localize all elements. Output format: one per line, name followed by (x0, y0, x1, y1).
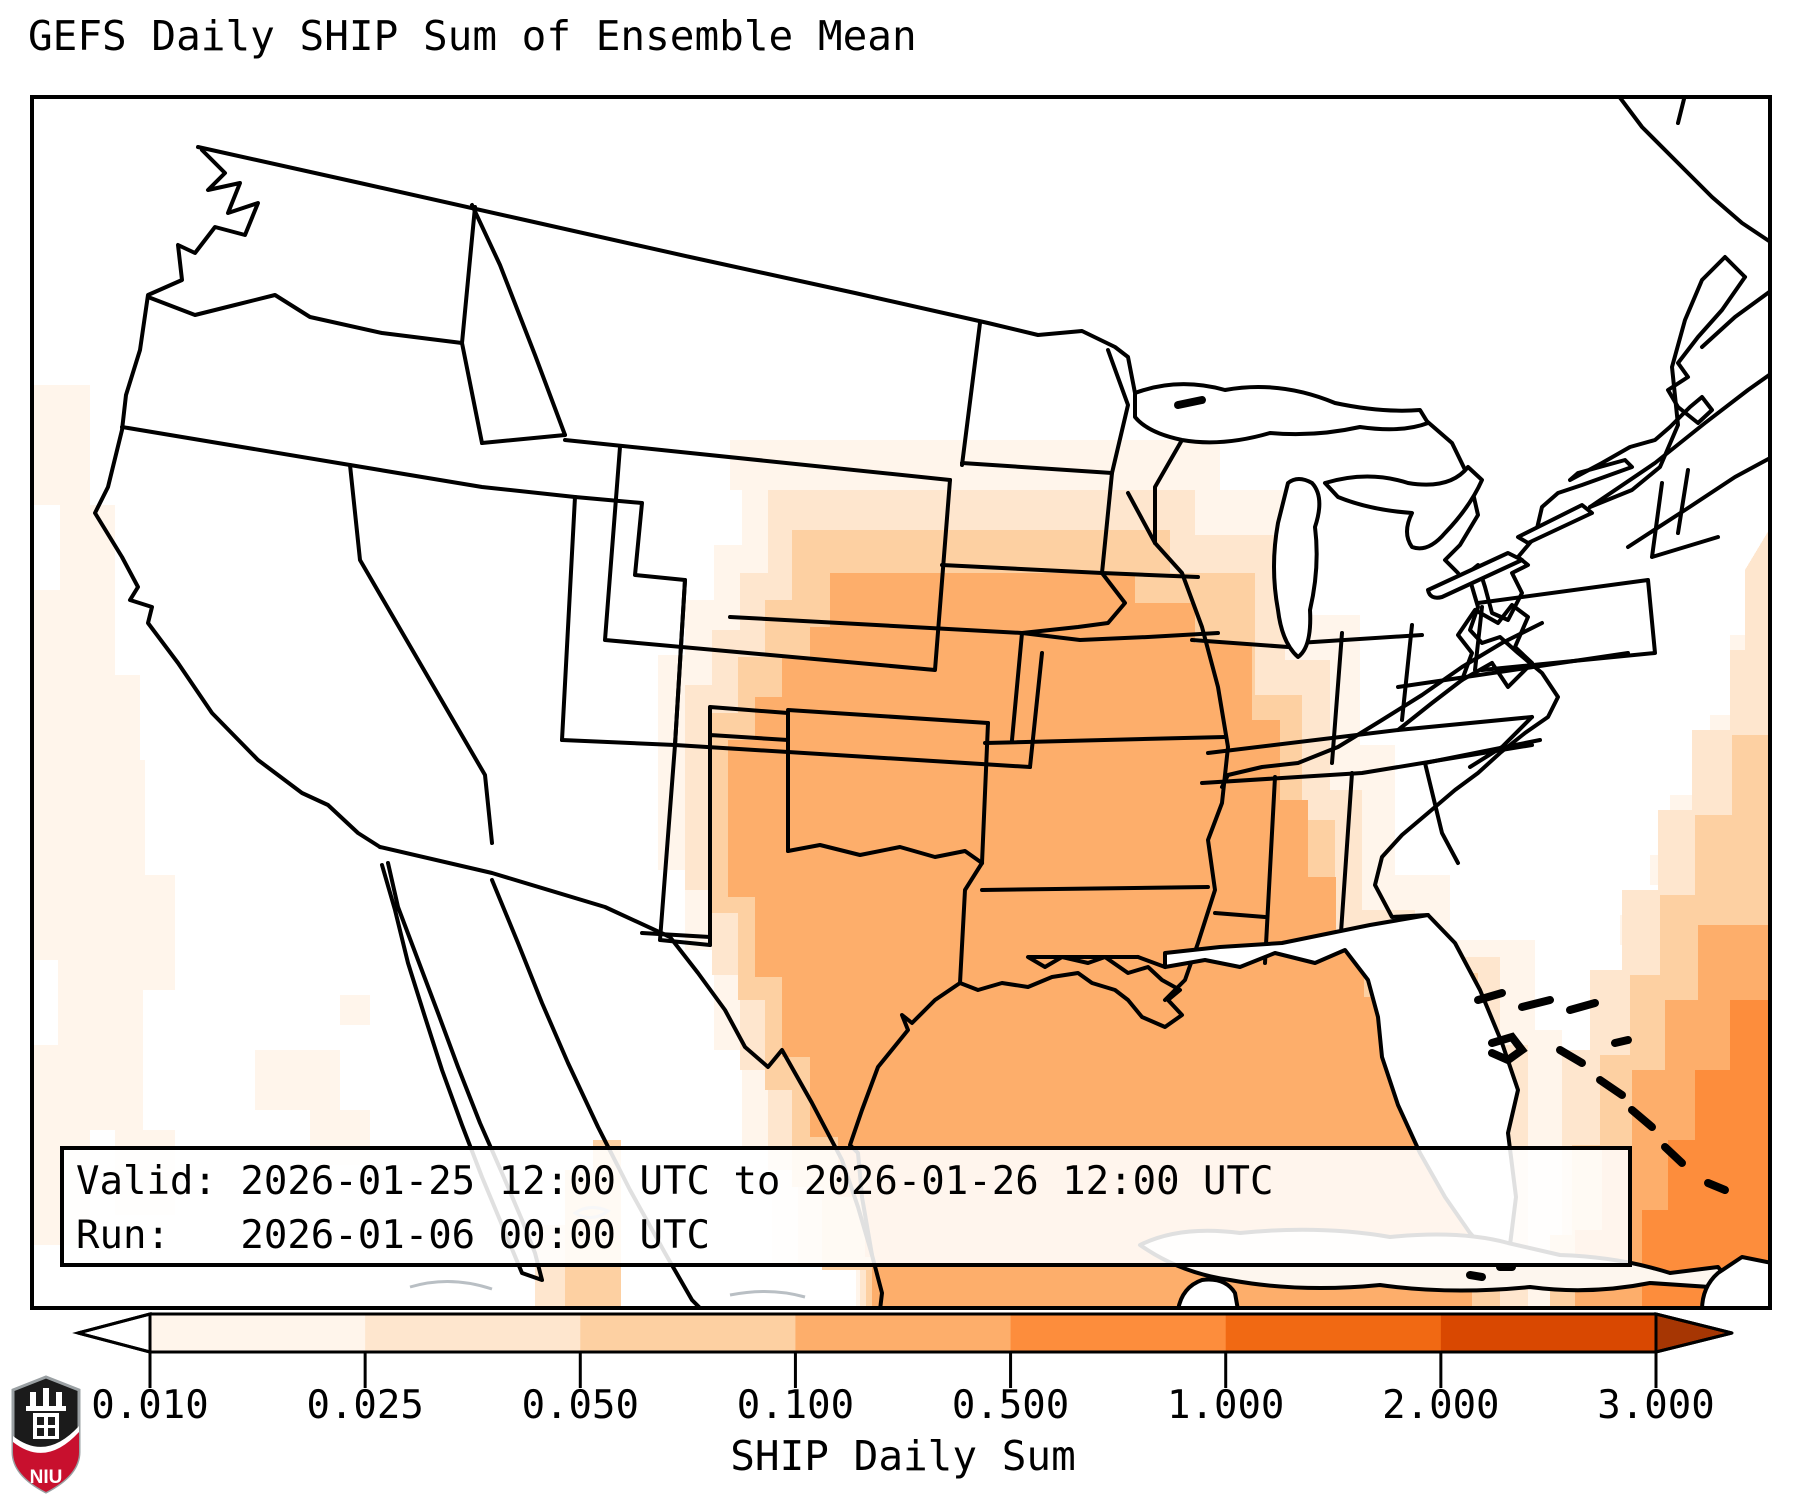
canada-border (196, 145, 1137, 395)
st-lawrence (1588, 371, 1772, 509)
map-outlines (93, 95, 1772, 1310)
pa-box (1476, 578, 1657, 672)
colorbar-under-arrow (72, 1312, 152, 1354)
id-mt-border (470, 203, 567, 437)
lake-erie (1426, 551, 1524, 600)
ky-va-wv (1396, 661, 1494, 732)
ut-borders (560, 495, 687, 747)
lake-ontario (1516, 503, 1594, 545)
colorbar-segment (795, 1314, 1012, 1352)
ca-nv-border (348, 463, 494, 845)
wv-blob (1456, 603, 1534, 689)
yucatan-tip (1176, 1277, 1240, 1310)
gulf-coast (848, 955, 1184, 1257)
info-box: Valid: 2026-01-25 12:00 UTC to 2026-01-2… (60, 1146, 1632, 1267)
mt-wy-border (563, 438, 952, 482)
red-river-tx-ok (786, 843, 984, 865)
ia-mo-border (1020, 631, 1220, 642)
id-south (480, 433, 567, 445)
conus-map (30, 95, 1772, 1310)
lake-huron (1323, 465, 1484, 551)
mexico-gulf-coast (870, 1253, 884, 1310)
niu-castle-icon (26, 1388, 66, 1439)
maine-canada-border (1588, 255, 1747, 509)
colorbar-segment (1010, 1314, 1227, 1352)
mt-nd-border (960, 321, 982, 467)
nd-sd-border (960, 461, 1114, 475)
colorbar-segment (150, 1314, 366, 1352)
colorbar-segment (1440, 1314, 1657, 1352)
ne-east-missouri-river (1020, 571, 1127, 635)
page-title: GEFS Daily SHIP Sum of Ensemble Mean (28, 12, 917, 60)
ut-az-co-nm (673, 578, 1032, 769)
niu-logo-text: NIU (30, 1467, 63, 1488)
ny-pa-vt (1650, 468, 1720, 559)
il-in-border (1330, 631, 1344, 765)
niu-logo: NIU (11, 1375, 81, 1494)
red-river-north (1106, 348, 1130, 475)
co-ks-border (1028, 651, 1044, 769)
lake-superior (1133, 382, 1430, 445)
ok-ar-border (980, 721, 990, 865)
ga-al-border (1338, 771, 1354, 949)
colorbar-segment (365, 1314, 581, 1352)
az-nm-border (658, 743, 712, 947)
pacific-coast (93, 148, 382, 849)
colorbar-segments (150, 1314, 1657, 1352)
colorbar-segment (580, 1314, 797, 1352)
nc-sc-border (1423, 738, 1542, 765)
wa-id-border (460, 205, 477, 345)
niu-red-base (13, 1432, 79, 1492)
ne-ks-40n (728, 615, 1024, 635)
al-ms-border (1263, 775, 1277, 965)
map-panel: Valid: 2026-01-25 12:00 UTC to 2026-01-2… (30, 95, 1772, 1310)
mo-ar-border (983, 735, 1227, 745)
or-id-border (460, 341, 484, 445)
fill-level-0500 (1642, 1000, 1772, 1310)
ship-fill-field (30, 385, 1772, 1310)
ar-la-border (980, 885, 1210, 892)
line-42n (120, 425, 577, 499)
tx-la-border (958, 861, 984, 985)
sd-ne-border (940, 563, 1104, 575)
atlantic-coast (1373, 275, 1747, 919)
colorbar (72, 1312, 1734, 1388)
hispaniola (1700, 1255, 1772, 1310)
canada-border-east (1420, 415, 1480, 575)
valid-line: Valid: 2026-01-25 12:00 UTC to 2026-01-2… (76, 1159, 1274, 1204)
mexico-mainland-coast (490, 878, 704, 1310)
run-line: Run: 2026-01-06 00:00 UTC (76, 1213, 710, 1258)
lake-michigan (1272, 477, 1322, 659)
gulf-coast-east (1136, 955, 1167, 969)
baja-california (380, 861, 544, 1282)
sc-ga-border (1423, 761, 1460, 865)
colorbar-over-arrow (1654, 1312, 1733, 1354)
ks-mo-border (1010, 631, 1024, 742)
st-lawrence-north-bank (1626, 455, 1772, 549)
mi-south-border (1296, 633, 1424, 645)
colorbar-tickmarks (148, 1352, 1658, 1388)
mn-wi-border (1153, 438, 1184, 545)
nm-tx-32n (640, 931, 712, 939)
wa-or-border (146, 293, 464, 345)
bahamas-islands (1174, 396, 1729, 1281)
map-border (30, 95, 1772, 1310)
nv-ut-border (560, 495, 577, 742)
ks-ok-border (786, 708, 990, 725)
wi-il-border (1190, 638, 1290, 649)
ms-la-31n (1213, 911, 1267, 919)
wy-box (603, 445, 952, 672)
maritimes-coast (1616, 95, 1772, 349)
colorbar-label: SHIP Daily Sum (730, 1432, 1076, 1480)
colorbar-segment (1225, 1314, 1442, 1352)
